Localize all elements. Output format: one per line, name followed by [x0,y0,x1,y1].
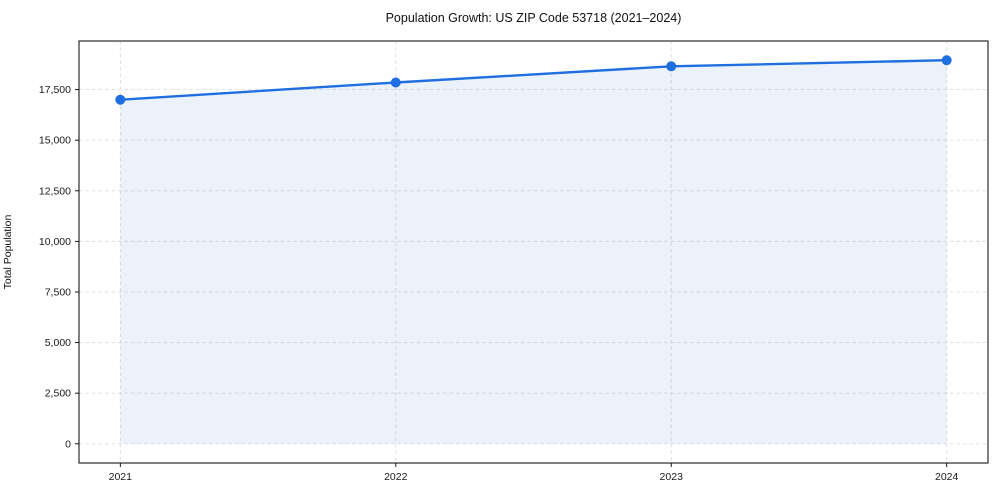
data-point [115,94,126,105]
x-tick-label: 2022 [384,471,408,483]
y-tick-label: 12,500 [39,185,71,197]
data-point [666,61,677,72]
y-tick-label: 17,500 [39,84,71,96]
data-point [390,77,401,88]
chart-title: Population Growth: US ZIP Code 53718 (20… [385,11,682,25]
y-tick-label: 7,500 [45,286,71,298]
y-tick-label: 5,000 [45,337,71,349]
area-fill [120,60,947,444]
y-tick-label: 0 [65,438,71,450]
x-tick-label: 2023 [660,471,684,483]
y-tick-label: 10,000 [39,236,71,248]
y-tick-label: 15,000 [39,135,71,147]
data-point [941,55,952,66]
axes-frame [78,40,989,464]
x-tick-label: 2024 [935,471,959,483]
y-tick-label: 2,500 [45,388,71,400]
x-tick-label: 2021 [109,471,133,483]
trend-line [119,59,948,101]
